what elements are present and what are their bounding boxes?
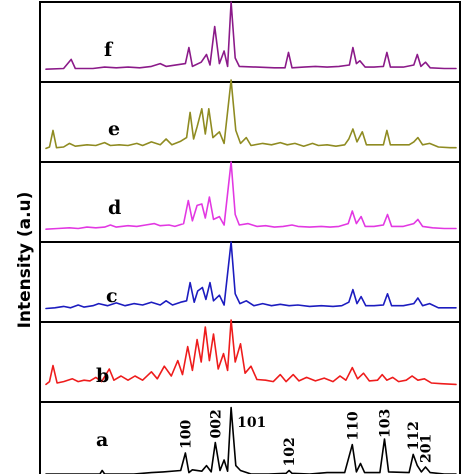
panel-frame-a — [39, 401, 461, 474]
series-label-a: a — [96, 429, 108, 451]
peak-label-201: 201 — [419, 434, 435, 463]
panel-c: c — [39, 241, 461, 323]
series-line-f — [45, 1, 457, 70]
series-line-a — [45, 406, 457, 474]
peak-label-002: 002 — [208, 409, 224, 438]
series-line-c — [45, 241, 457, 310]
panel-b: b — [39, 319, 461, 403]
panel-frame-c — [39, 241, 461, 323]
series-line-b — [45, 319, 457, 386]
series-label-c: c — [106, 285, 118, 307]
panel-d: d — [39, 161, 461, 243]
panel-e: e — [39, 79, 461, 163]
panel-frame-d — [39, 161, 461, 243]
peak-label-101: 101 — [237, 415, 266, 431]
peak-label-110: 110 — [345, 411, 361, 440]
peak-label-100: 100 — [178, 420, 194, 449]
panel-f: f — [39, 1, 461, 83]
series-label-e: e — [108, 118, 120, 140]
series-label-b: b — [96, 365, 109, 387]
series-label-d: d — [108, 197, 121, 219]
panel-a: a — [39, 401, 461, 474]
peak-label-102: 102 — [282, 437, 298, 466]
series-label-f: f — [104, 39, 114, 61]
y-axis-title: Intensity (a.u) — [15, 192, 35, 329]
series-line-e — [45, 79, 457, 150]
panel-frame-e — [39, 81, 461, 163]
peak-label-112: 112 — [406, 421, 422, 450]
panel-frame-f — [39, 1, 461, 83]
series-line-d — [45, 161, 457, 230]
panel-frame-b — [39, 321, 461, 403]
peak-label-103: 103 — [378, 409, 394, 438]
